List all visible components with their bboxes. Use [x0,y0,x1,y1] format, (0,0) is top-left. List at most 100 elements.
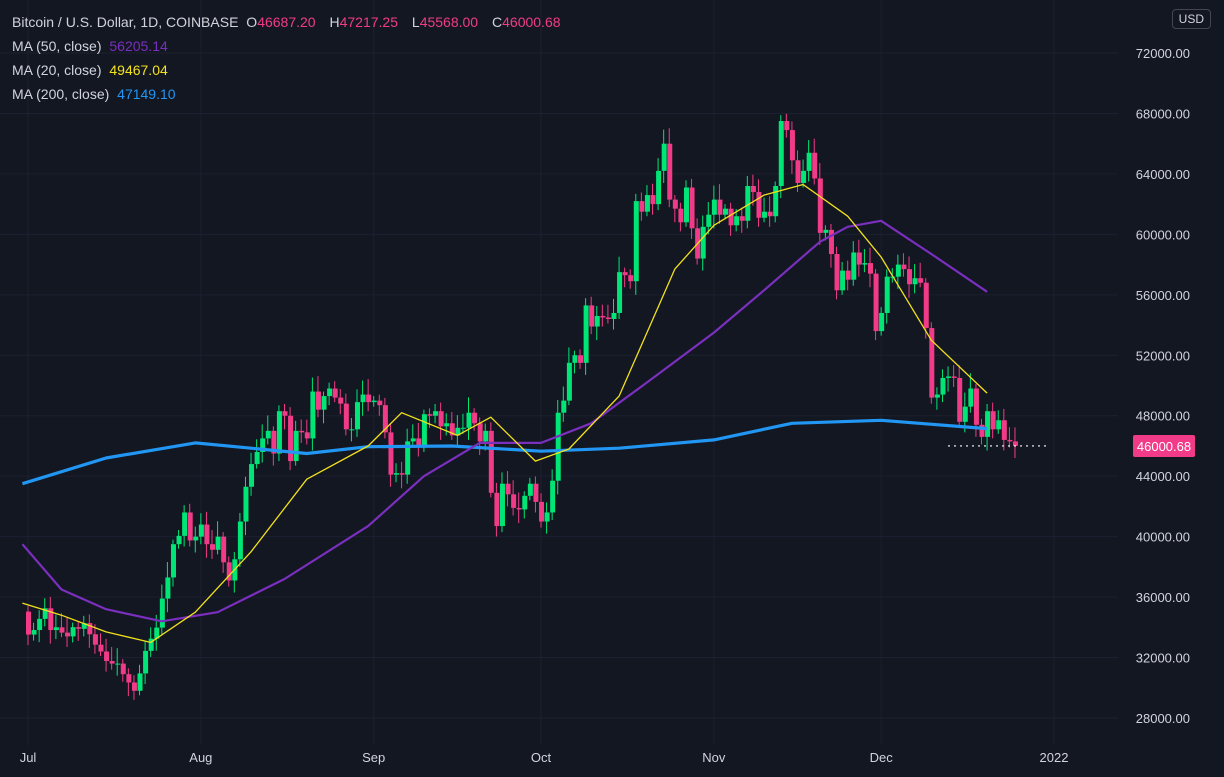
candle-body [321,396,327,410]
candle-body [327,388,333,397]
candle-body [817,178,823,233]
candle-body [165,577,171,599]
candle-body [656,170,662,205]
x-tick-label: 2022 [1040,750,1069,765]
high-value: 47217.25 [339,14,399,30]
last-price-line: 46000.68 [948,434,1195,457]
last-price-label: 46000.68 [1137,439,1191,454]
candle-body [304,432,310,439]
candle-body [605,317,611,319]
candle-body [282,411,288,416]
candle-body [756,192,762,218]
indicator-ma20[interactable]: MA (20, close) 49467.04 [12,58,571,82]
candle-body [522,495,528,510]
candle-body [990,411,996,430]
candle-body [711,199,717,215]
candle-body [717,199,723,215]
candle-body [845,270,851,280]
candle-body [985,411,991,437]
candle-body [399,473,405,475]
candle-body [867,263,873,274]
candle-body [946,376,952,378]
y-tick-label: 52000.00 [1136,348,1190,363]
indicator-ma50[interactable]: MA (50, close) 56205.14 [12,34,571,58]
y-tick-label: 56000.00 [1136,288,1190,303]
x-tick-label: Nov [702,750,726,765]
candle-body [237,521,243,560]
candle-body [561,400,567,413]
candle-body [516,507,522,510]
candle-body [728,208,734,226]
y-tick-label: 64000.00 [1136,167,1190,182]
candle-body [862,263,868,265]
price-axis: 28000.00 32000.00 36000.00 40000.00 44000.00… [1136,46,1190,726]
candle-body [126,674,132,683]
candle-body [572,355,578,363]
candle-body [962,406,968,422]
candle-body [48,608,54,631]
candle-body [633,201,639,282]
candle-body [382,405,388,433]
candle-body [472,412,478,424]
candle-body [394,473,400,475]
candle-body [92,634,98,645]
candle-body [661,143,667,171]
candle-body [254,452,260,465]
symbol-title[interactable]: Bitcoin / U.S. Dollar, 1D, COINBASE [12,14,239,30]
candle-body [154,627,160,639]
candle-body [109,661,115,664]
low-value: 45568.00 [419,14,479,30]
indicator-ma200[interactable]: MA (200, close) 47149.10 [12,82,571,106]
candle-body [210,544,216,550]
y-tick-label: 48000.00 [1136,409,1190,424]
chart-legend: Bitcoin / U.S. Dollar, 1D, COINBASE O466… [12,10,571,106]
candle-body [918,278,924,283]
candle-body [221,536,227,563]
candle-body [483,430,489,442]
candle-body [377,400,383,406]
candle-body [460,427,466,429]
candle-body [444,423,450,427]
candle-body [265,430,271,439]
candle-body [678,208,684,223]
y-tick-label: 28000.00 [1136,711,1190,726]
ma200-value: 47149.10 [117,86,176,102]
candle-body [349,429,355,431]
candle-body [204,524,210,545]
candle-body [884,276,890,313]
candle-body [143,650,149,674]
candle-body [527,483,533,496]
candle-body [26,611,31,635]
candle-body [957,377,963,422]
candle-body [410,438,416,442]
ma20-value: 49467.04 [109,62,168,78]
candle-body [243,486,249,522]
candle-body [1012,441,1018,446]
candle-body [533,483,539,502]
candle-body [873,273,879,332]
x-tick-label: Dec [870,750,894,765]
candle-body [53,627,59,631]
candle-body [628,275,634,282]
candle-body [215,536,221,550]
candle-body [182,512,188,536]
candle-body [271,430,277,454]
candle-body [299,430,305,433]
candle-body [226,562,232,581]
candle-body [65,632,71,637]
currency-button[interactable]: USD [1171,9,1211,29]
candle-body [511,494,517,508]
candle-body [589,305,595,327]
candle-body [907,269,913,285]
candle-body [421,414,427,446]
open-value: 46687.20 [257,14,316,30]
candle-body [87,623,93,635]
candle-body [137,673,143,691]
candle-body [650,195,656,205]
candle-body [366,394,372,403]
candle-body [260,438,266,452]
candle-body [187,512,193,541]
candle-body [611,312,617,319]
candle-body [1007,439,1013,442]
